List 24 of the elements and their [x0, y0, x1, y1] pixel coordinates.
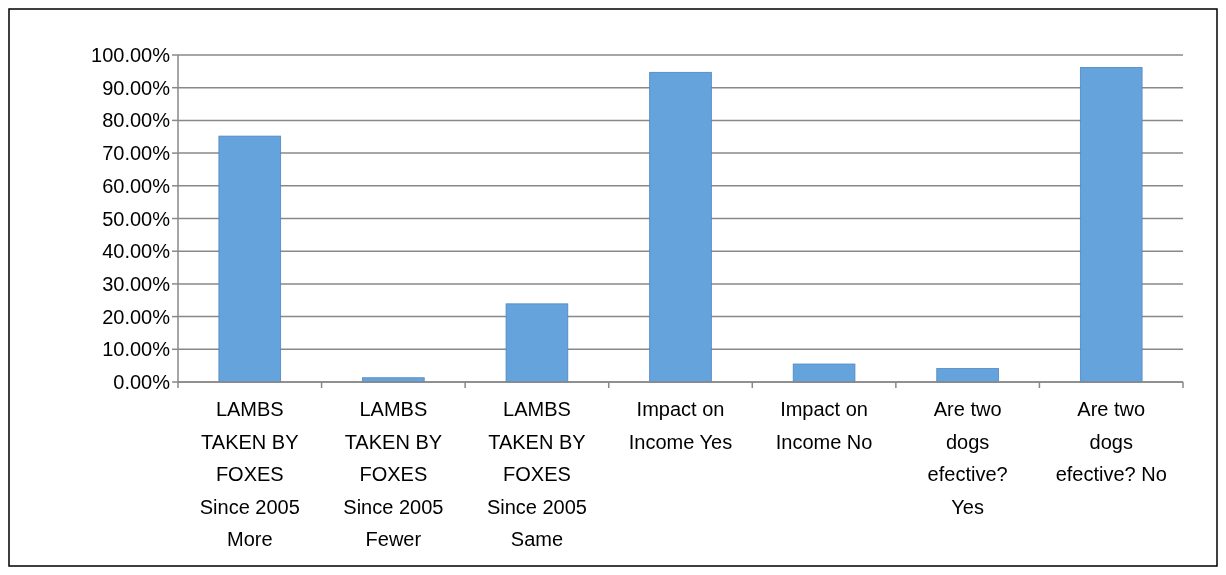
y-tick-label: 40.00% — [102, 240, 171, 263]
bar — [1079, 67, 1143, 383]
x-tick-label: Are two dogs efective? Yes — [927, 398, 1008, 518]
y-tick-label: 50.00% — [102, 207, 171, 230]
x-tick-label: Impact on Income Yes — [628, 398, 733, 453]
bar — [218, 135, 282, 383]
bar — [792, 363, 856, 383]
y-tick-label: 80.00% — [102, 109, 171, 132]
bar — [649, 71, 712, 383]
x-tick-label: Impact on Income No — [775, 398, 873, 453]
x-tick-label: LAMBS TAKEN BY FOXES Since 2005 More — [199, 398, 300, 550]
bar — [936, 368, 999, 383]
y-tick-label: 0.00% — [113, 371, 171, 393]
y-tick-label: 10.00% — [102, 338, 171, 361]
y-tick-label: 20.00% — [102, 305, 171, 328]
y-tick-label: 100.00% — [91, 44, 171, 66]
y-tick-label: 60.00% — [102, 174, 171, 197]
y-tick-label: 70.00% — [102, 142, 171, 165]
x-tick-label: LAMBS TAKEN BY FOXES Since 2005 Fewer — [343, 398, 444, 550]
x-tick-label: LAMBS TAKEN BY FOXES Since 2005 Same — [486, 398, 587, 550]
x-tick-label: Are two dogs efective? No — [1055, 398, 1167, 485]
y-tick-label: 90.00% — [102, 76, 171, 99]
bar — [505, 303, 569, 383]
y-tick-label: 30.00% — [102, 272, 171, 295]
